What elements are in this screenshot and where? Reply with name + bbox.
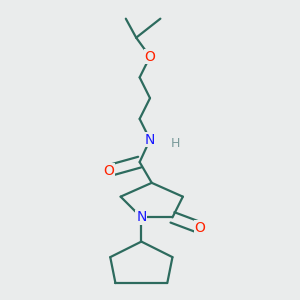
Text: O: O: [195, 221, 206, 235]
Text: N: N: [145, 133, 155, 147]
Text: O: O: [103, 164, 114, 178]
Text: O: O: [145, 50, 155, 64]
Text: N: N: [136, 210, 146, 224]
Text: H: H: [171, 137, 181, 150]
